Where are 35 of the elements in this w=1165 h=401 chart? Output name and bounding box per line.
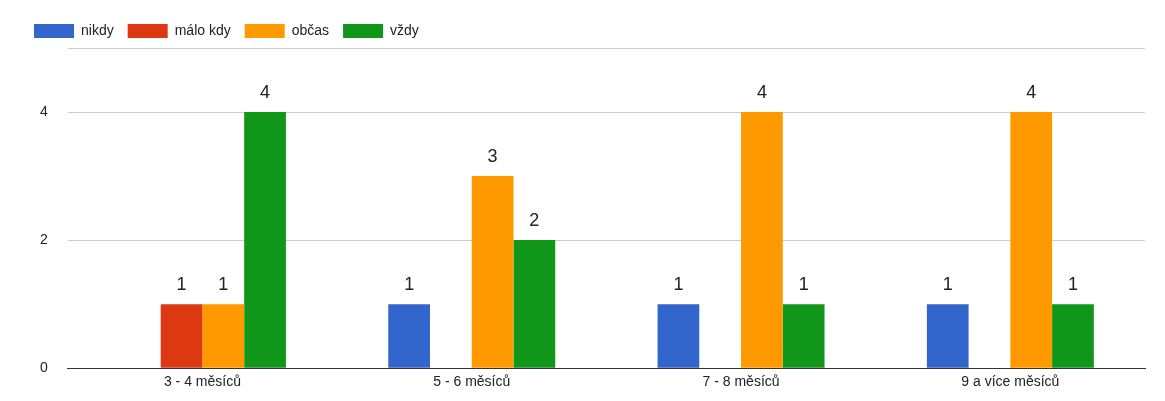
data-label: 4 xyxy=(260,82,271,103)
data-label: 2 xyxy=(529,210,540,231)
bar xyxy=(782,304,825,368)
x-tick-label: 9 a více měsíců xyxy=(961,373,1060,390)
data-label: 3 xyxy=(487,146,498,167)
x-tick-label: 3 - 4 měsíců xyxy=(163,373,241,390)
bar xyxy=(926,304,969,368)
bar xyxy=(160,304,203,368)
bar xyxy=(388,304,430,368)
bar xyxy=(1052,304,1094,368)
bar xyxy=(471,176,514,368)
bar xyxy=(513,240,556,368)
legend-label: vždy xyxy=(390,21,419,38)
bar xyxy=(244,112,286,368)
data-label: 1 xyxy=(673,274,684,295)
bar xyxy=(657,304,700,368)
y-tick-label: 0 xyxy=(39,359,48,376)
y-tick-label: 2 xyxy=(39,230,48,247)
data-label: 1 xyxy=(218,274,229,295)
x-tick-label: 7 - 8 měsíců xyxy=(702,373,780,390)
data-label: 1 xyxy=(404,274,415,295)
legend-label: málo kdy xyxy=(174,21,231,38)
x-tick-label: 5 - 6 měsíců xyxy=(433,373,511,390)
data-label: 4 xyxy=(756,82,767,103)
data-label: 1 xyxy=(798,274,809,295)
bar xyxy=(1010,112,1053,368)
legend-label: nikdy xyxy=(81,21,114,38)
data-label: 1 xyxy=(176,274,187,295)
bar xyxy=(741,112,783,368)
y-tick-label: 4 xyxy=(39,102,48,119)
data-label: 1 xyxy=(942,274,953,295)
data-label: 1 xyxy=(1067,274,1078,295)
data-label: 4 xyxy=(1026,82,1037,103)
legend-label: občas xyxy=(291,21,330,38)
bar xyxy=(202,304,245,368)
